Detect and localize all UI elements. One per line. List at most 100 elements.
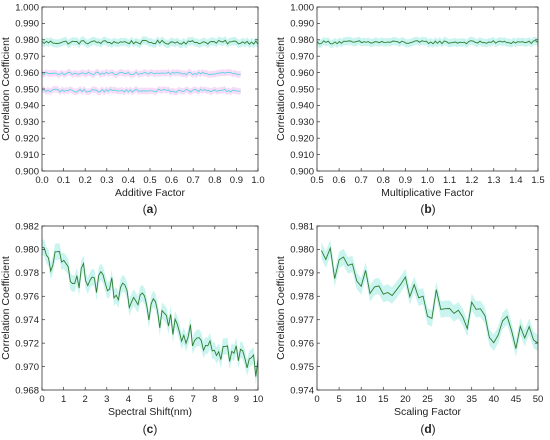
y-tick-label: 0.977 xyxy=(290,315,314,326)
x-tick-label: 0 xyxy=(314,394,319,405)
y-tick-label: 0.950 xyxy=(290,84,314,95)
y-tick-label: 0.900 xyxy=(15,166,39,177)
panel-label-close: ) xyxy=(153,202,157,216)
y-axis-label: Correlation Coefficient xyxy=(275,256,287,360)
x-tick-label: 1.5 xyxy=(531,175,544,186)
y-axis-label: Correlation Coefficient xyxy=(275,37,287,141)
x-tick-label: 0.8 xyxy=(208,175,221,186)
y-tick-label: 0.972 xyxy=(15,338,39,349)
series-line-1 xyxy=(42,246,258,377)
y-tick-label: 0.930 xyxy=(290,117,314,128)
x-tick-label: 0.9 xyxy=(230,175,243,186)
x-axis-label: Scaling Factor xyxy=(394,406,462,418)
panel-label-close: ) xyxy=(153,422,157,436)
x-tick-label: 1.0 xyxy=(251,175,264,186)
y-tick-label: 0.960 xyxy=(15,68,39,79)
chart-panel-d: 0 5 10 15 20 25 30 35 40 45 50 0.974 0.975 0.976 0.977… xyxy=(275,221,543,436)
x-tick-label: 2 xyxy=(83,394,88,405)
x-axis-label: Spectral Shift(nm) xyxy=(108,406,192,418)
y-tick-label: 0.980 xyxy=(290,245,314,256)
y-axis-label: Correlation Coefficient xyxy=(0,37,12,141)
x-tick-label: 0.5 xyxy=(143,175,156,186)
x-tick-label: 1.4 xyxy=(509,175,522,186)
y-tick-label: 0.930 xyxy=(15,117,39,128)
series-line-1 xyxy=(320,246,538,349)
y-tick-label: 0.990 xyxy=(15,19,39,30)
y-tick-label: 0.980 xyxy=(15,35,39,46)
x-tick-label: 20 xyxy=(400,394,411,405)
y-tick-label: 0.978 xyxy=(15,268,39,279)
x-tick-label: 7 xyxy=(191,394,196,405)
x-tick-label: 0.9 xyxy=(399,175,412,186)
y-tick-label: 0.970 xyxy=(15,362,39,373)
y-tick-label: 0.920 xyxy=(290,134,314,145)
series-group xyxy=(317,36,538,48)
y-tick-label: 0.976 xyxy=(290,338,314,349)
y-tick-label: 0.940 xyxy=(290,101,314,112)
x-tick-label: 50 xyxy=(533,394,544,405)
chart-panel-a: 0.0 0.1 0.2 0.3 0.4 0.5 0.6 0.7 0.8 0.9 1.0 0.900 0.… xyxy=(0,2,265,216)
y-tick-label: 0.979 xyxy=(290,268,314,279)
x-tick-label: 4 xyxy=(126,394,131,405)
x-tick-label: 45 xyxy=(511,394,522,405)
x-tick-label: 25 xyxy=(422,394,433,405)
series-line-1 xyxy=(317,40,538,45)
series-line-2 xyxy=(42,71,241,76)
x-tick-label: 8 xyxy=(212,394,217,405)
y-tick-label: 0.974 xyxy=(290,385,314,396)
chart-panel-b: 0.5 0.6 0.7 0.8 0.9 1.0 1.1 1.2 1.3 1.4 1.5 0.900 0.… xyxy=(275,2,545,216)
panel-label: (c) xyxy=(143,422,158,436)
series-group xyxy=(42,238,258,385)
x-tick-label: 0.3 xyxy=(100,175,113,186)
x-tick-label: 0.7 xyxy=(355,175,368,186)
y-tick-label: 0.968 xyxy=(15,385,39,396)
series-line-3 xyxy=(42,88,241,93)
x-tick-label: 0.4 xyxy=(122,175,135,186)
y-tick-label: 0.976 xyxy=(15,292,39,303)
panel-label-open: ( xyxy=(143,422,147,436)
x-tick-label: 5 xyxy=(336,394,341,405)
x-axis-label: Additive Factor xyxy=(115,187,186,199)
x-tick-label: 10 xyxy=(253,394,264,405)
x-tick-label: 1 xyxy=(61,394,66,405)
y-tick-label: 0.975 xyxy=(290,362,314,373)
panel-label-close: ) xyxy=(432,422,436,436)
panel-label-open: ( xyxy=(420,422,424,436)
x-tick-label: 1.0 xyxy=(421,175,434,186)
panel-label-open: ( xyxy=(420,202,424,216)
x-tick-label: 6 xyxy=(169,394,174,405)
y-tick-label: 0.990 xyxy=(290,19,314,30)
y-tick-label: 0.920 xyxy=(15,134,39,145)
x-tick-label: 40 xyxy=(489,394,500,405)
y-tick-label: 1.000 xyxy=(15,2,39,13)
x-tick-label: 0.7 xyxy=(187,175,200,186)
panel-label: (a) xyxy=(143,202,158,216)
y-axis-label: Correlation Coefficient xyxy=(0,256,12,360)
y-tick-label: 0.910 xyxy=(15,150,39,161)
series-band-1 xyxy=(321,239,538,357)
x-tick-label: 35 xyxy=(466,394,477,405)
panel-label-close: ) xyxy=(432,202,436,216)
panel-label-open: ( xyxy=(143,202,147,216)
x-tick-label: 3 xyxy=(104,394,109,405)
plot-frame xyxy=(316,225,539,391)
y-tick-label: 0.960 xyxy=(290,68,314,79)
x-tick-label: 0 xyxy=(39,394,44,405)
x-tick-label: 5 xyxy=(147,394,152,405)
y-tick-label: 0.980 xyxy=(15,245,39,256)
y-tick-label: 0.950 xyxy=(15,84,39,95)
series-group xyxy=(42,36,258,96)
x-tick-label: 30 xyxy=(444,394,455,405)
series-line-1 xyxy=(42,39,258,45)
y-tick-label: 0.910 xyxy=(290,150,314,161)
panel-label: (d) xyxy=(420,422,435,436)
x-tick-label: 0.1 xyxy=(57,175,70,186)
x-tick-label: 0.8 xyxy=(377,175,390,186)
y-tick-label: 0.981 xyxy=(290,221,314,232)
x-tick-label: 9 xyxy=(234,394,239,405)
x-tick-label: 0.6 xyxy=(332,175,345,186)
x-tick-label: 15 xyxy=(378,394,389,405)
x-tick-label: 0.6 xyxy=(165,175,178,186)
y-tick-label: 0.980 xyxy=(290,35,314,46)
panel-label-letter: b xyxy=(424,202,431,216)
